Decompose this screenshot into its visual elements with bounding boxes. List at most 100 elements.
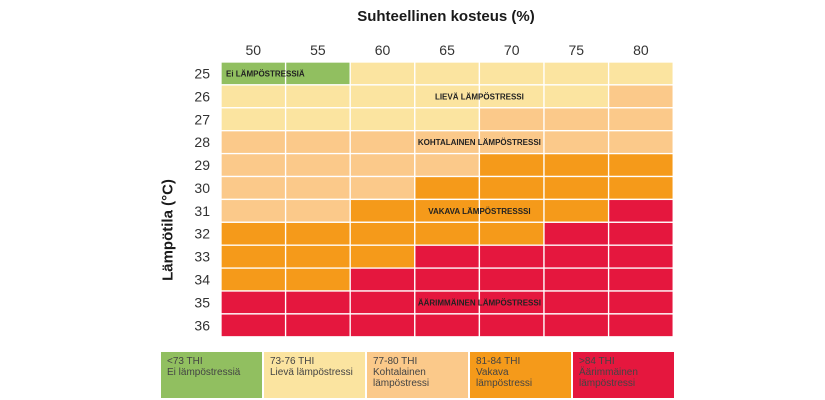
y-tick-label: 34 — [194, 272, 210, 288]
y-tick-label: 25 — [194, 66, 210, 82]
heatmap-cell — [284, 175, 351, 201]
heatmap-cell — [478, 267, 545, 292]
y-tick-label: 29 — [194, 157, 210, 173]
heatmap-cell — [220, 84, 287, 109]
heatmap-cell — [543, 175, 610, 201]
heatmap-cell — [284, 290, 351, 315]
legend-item-mild: 73-76 THI Lievä lämpöstressi — [264, 352, 365, 398]
y-tick-label: 28 — [194, 134, 210, 150]
heatmap-cell — [607, 130, 674, 155]
legend-label: Kohtalainen lämpöstressi — [373, 367, 430, 389]
heatmap-cell — [607, 152, 674, 178]
heatmap-cell — [284, 107, 351, 132]
heatmap-cell — [220, 313, 287, 338]
heatmap-cell — [543, 130, 610, 155]
y-tick-label: 33 — [194, 249, 210, 265]
x-tick-label: 60 — [375, 42, 391, 58]
heatmap-cell — [349, 61, 416, 86]
heatmap-cell — [220, 130, 287, 155]
heatmap-cell — [220, 152, 287, 178]
heatmap-cell — [478, 61, 545, 86]
y-tick-label: 30 — [194, 180, 210, 196]
heatmap-cell — [607, 84, 674, 109]
heatmap-cell — [349, 244, 416, 269]
heatmap-cell — [607, 313, 674, 338]
heatmap-cell — [543, 152, 610, 178]
zone-label: ÄÄRIMMÄINEN LÄMPÖSTRESSI — [418, 298, 541, 307]
legend-item-moderate: 77-80 THI Kohtalainen lämpöstressi — [367, 352, 468, 398]
heatmap-cell — [607, 290, 674, 315]
legend-range: <73 THI — [167, 356, 203, 367]
heatmap-cell — [607, 61, 674, 86]
y-tick-label: 32 — [194, 226, 210, 242]
legend-range: >84 THI — [579, 356, 615, 367]
heatmap-cell — [478, 175, 545, 201]
heatmap-cell — [349, 198, 416, 223]
zone-label: KOHTALAINEN LÄMPÖSTRESSI — [418, 138, 541, 147]
heatmap-cell — [284, 313, 351, 338]
y-tick-label: 36 — [194, 317, 210, 333]
heatmap-cell — [607, 267, 674, 292]
heatmap-cell — [284, 244, 351, 269]
heatmap-cell — [349, 107, 416, 132]
heatmap-cell — [543, 107, 610, 132]
heatmap-cell — [414, 267, 481, 292]
heatmap-cell — [414, 152, 481, 178]
heatmap-cell — [543, 244, 610, 269]
x-tick-label: 80 — [633, 42, 649, 58]
legend-label: Vakava lämpöstressi — [476, 367, 533, 389]
y-tick-label: 31 — [194, 203, 210, 219]
x-tick-label: 55 — [310, 42, 326, 58]
heatmap-cell — [220, 290, 287, 315]
heatmap-cell — [220, 267, 287, 292]
heatmap-cell — [543, 221, 610, 246]
y-tick-label: 35 — [194, 294, 210, 310]
heatmap-cell — [220, 198, 287, 223]
heatmap-cell — [349, 130, 416, 155]
heatmap-cell — [543, 313, 610, 338]
heatmap-cell — [349, 152, 416, 178]
legend-range: 81-84 THI — [476, 356, 521, 367]
heatmap-cell — [349, 84, 416, 109]
heatmap-cell — [349, 313, 416, 338]
legend-item-severe: 81-84 THI Vakava lämpöstressi — [470, 352, 571, 398]
heatmap-cell — [349, 267, 416, 292]
heatmap-cell — [349, 221, 416, 246]
legend-item-none: <73 THI Ei lämpöstressiä — [161, 352, 262, 398]
heatmap-cell — [349, 290, 416, 315]
heatmap-cell — [284, 84, 351, 109]
heatmap-cell — [414, 61, 481, 86]
heatmap-cell — [543, 84, 610, 109]
heatmap-cell — [543, 267, 610, 292]
heatmap-cell — [543, 290, 610, 315]
zone-label: VAKAVA LÄMPÖSTRESSSI — [428, 207, 530, 216]
heatmap-cell — [284, 267, 351, 292]
heatmap-cell — [543, 198, 610, 223]
x-tick-label: 70 — [504, 42, 520, 58]
heatmap-cell — [607, 198, 674, 223]
heatmap-cell — [284, 152, 351, 178]
heatmap-cell — [607, 175, 674, 201]
heatmap-cell — [414, 221, 481, 246]
heatmap-cell — [220, 175, 287, 201]
legend-label: Äärimmäinen lämpöstressi — [579, 367, 638, 389]
heatmap-cell — [284, 221, 351, 246]
heatmap-cell — [414, 175, 481, 201]
heatmap-cell — [607, 221, 674, 246]
legend-label: Lievä lämpöstressi — [270, 367, 353, 378]
heatmap-cell — [414, 244, 481, 269]
heatmap-cell — [478, 313, 545, 338]
y-tick-label: 26 — [194, 88, 210, 104]
heatmap-cell — [284, 198, 351, 223]
heatmap-cell — [478, 152, 545, 178]
heatmap-cell — [349, 175, 416, 201]
heatmap-cell — [220, 107, 287, 132]
legend-range: 73-76 THI — [270, 356, 315, 367]
x-tick-label: 75 — [569, 42, 585, 58]
heatmap-cell — [607, 107, 674, 132]
legend-range: 77-80 THI — [373, 356, 418, 367]
heatmap-cell — [478, 221, 545, 246]
heatmap-cell — [414, 107, 481, 132]
heatmap-cell — [478, 107, 545, 132]
